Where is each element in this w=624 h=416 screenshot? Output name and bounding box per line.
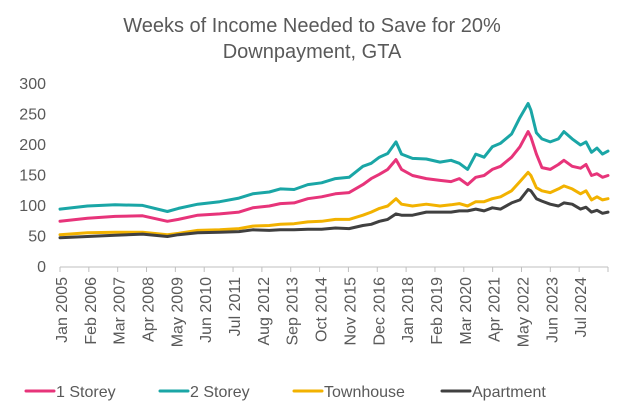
y-tick-label: 200: [19, 137, 46, 154]
x-tick-label: Jun 2023: [544, 277, 561, 343]
y-tick-label: 100: [19, 198, 46, 215]
y-tick-label: 150: [19, 168, 46, 185]
series-line-apartment: [58, 188, 610, 240]
x-tick-label: Jul 2024: [573, 277, 590, 338]
series-lines: [58, 102, 610, 240]
legend: 1 Storey 2 Storey Townhouse Apartment: [24, 384, 546, 401]
chart-title-line-1: Weeks of Income Needed to Save for 20%: [123, 15, 501, 37]
y-tick-label: 0: [37, 259, 46, 276]
x-tick-label: Jul 2011: [227, 277, 244, 336]
x-tick-label: Feb 2006: [83, 277, 100, 345]
x-tick-label: Sep 2013: [285, 277, 302, 346]
x-tick-label: Jan 2005: [54, 277, 71, 343]
chart-title-line-2: Downpayment, GTA: [223, 41, 402, 63]
series-line-1-storey: [58, 130, 610, 223]
y-tick-label: 300: [19, 76, 46, 93]
y-tick-label: 250: [19, 107, 46, 124]
x-tick-label: Feb 2019: [429, 277, 446, 345]
x-axis: Jan 2005 Feb 2006 Mar 2007 Apr 2008 May 2009…: [54, 266, 609, 347]
x-tick-label: Jan 2018: [400, 277, 417, 343]
x-tick-label: Dec 2016: [371, 277, 388, 346]
x-tick-label: Aug 2012: [256, 277, 273, 346]
series-line-townhouse: [58, 170, 610, 237]
x-tick-label: Mar 2020: [458, 277, 475, 345]
legend-label: 2 Storey: [190, 384, 250, 401]
legend-label: 1 Storey: [56, 384, 116, 401]
x-tick-label: Mar 2007: [112, 277, 129, 345]
x-tick-label: Apr 2008: [141, 277, 158, 342]
x-tick-label: Nov 2015: [342, 277, 359, 346]
x-tick-label: Jun 2010: [198, 277, 215, 343]
x-tick-label: Oct 2014: [314, 277, 331, 342]
x-tick-label: May 2022: [515, 277, 532, 347]
legend-label: Apartment: [472, 384, 546, 401]
y-axis: 0 50 100 150 200 250 300: [19, 76, 46, 276]
legend-label: Townhouse: [324, 384, 405, 401]
series-line-2-storey: [58, 102, 610, 213]
y-tick-label: 50: [28, 229, 46, 246]
x-tick-label: Apr 2021: [487, 277, 504, 342]
x-tick-label: May 2009: [169, 277, 186, 347]
